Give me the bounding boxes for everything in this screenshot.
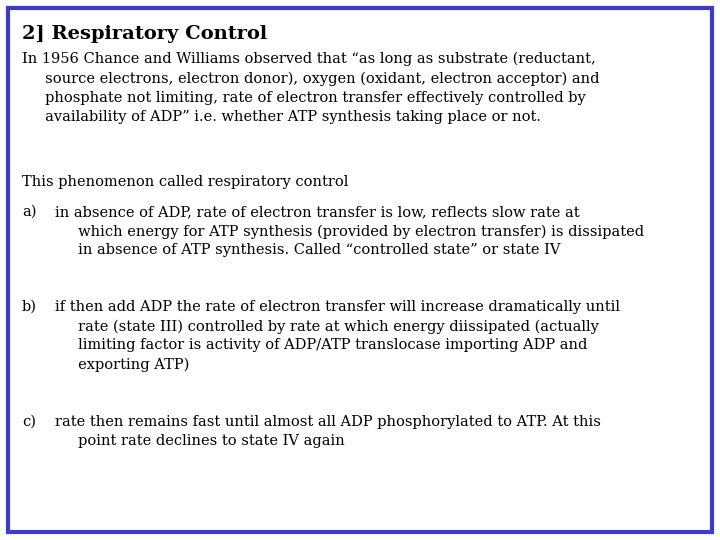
Text: a): a) xyxy=(22,205,37,219)
Text: 2] Respiratory Control: 2] Respiratory Control xyxy=(22,25,267,43)
Text: This phenomenon called respiratory control: This phenomenon called respiratory contr… xyxy=(22,175,348,189)
FancyBboxPatch shape xyxy=(8,8,712,532)
Text: if then add ADP the rate of electron transfer will increase dramatically until
 : if then add ADP the rate of electron tra… xyxy=(55,300,620,372)
Text: in absence of ADP, rate of electron transfer is low, reflects slow rate at
     : in absence of ADP, rate of electron tran… xyxy=(55,205,644,258)
Text: In 1956 Chance and Williams observed that “as long as substrate (reductant,
    : In 1956 Chance and Williams observed tha… xyxy=(22,52,600,124)
Text: rate then remains fast until almost all ADP phosphorylated to ATP. At this
     : rate then remains fast until almost all … xyxy=(55,415,601,448)
Text: b): b) xyxy=(22,300,37,314)
Text: c): c) xyxy=(22,415,36,429)
